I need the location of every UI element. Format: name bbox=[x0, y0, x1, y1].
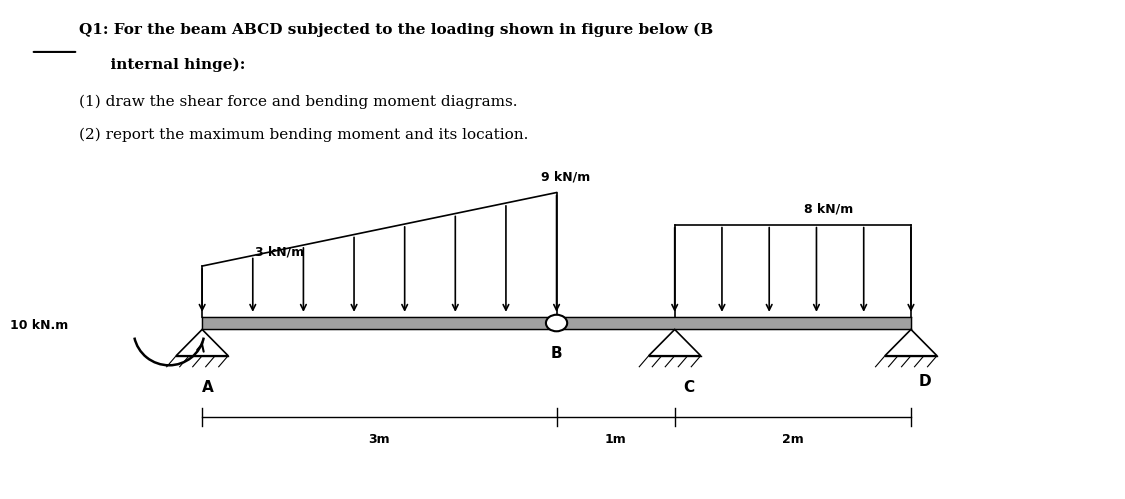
Text: D: D bbox=[919, 374, 931, 389]
Text: 3 kN/m: 3 kN/m bbox=[255, 246, 305, 258]
Circle shape bbox=[546, 315, 567, 331]
Text: internal hinge):: internal hinge): bbox=[79, 57, 245, 72]
Text: 2m: 2m bbox=[782, 433, 803, 446]
Text: B: B bbox=[551, 346, 562, 361]
Text: 1m: 1m bbox=[605, 433, 627, 446]
Text: Q1: For the beam ABCD subjected to the loading shown in figure below (B: Q1: For the beam ABCD subjected to the l… bbox=[79, 22, 713, 37]
Text: C: C bbox=[683, 380, 694, 395]
Text: (1) draw the shear force and bending moment diagrams.: (1) draw the shear force and bending mom… bbox=[79, 95, 518, 109]
Text: (2) report the maximum bending moment and its location.: (2) report the maximum bending moment an… bbox=[79, 127, 528, 142]
Text: 9 kN/m: 9 kN/m bbox=[541, 170, 591, 183]
Text: 8 kN/m: 8 kN/m bbox=[803, 203, 853, 216]
Bar bbox=[202, 316, 911, 329]
Text: A: A bbox=[202, 380, 214, 395]
Text: 10 kN.m: 10 kN.m bbox=[10, 319, 69, 332]
Text: 3m: 3m bbox=[369, 433, 390, 446]
